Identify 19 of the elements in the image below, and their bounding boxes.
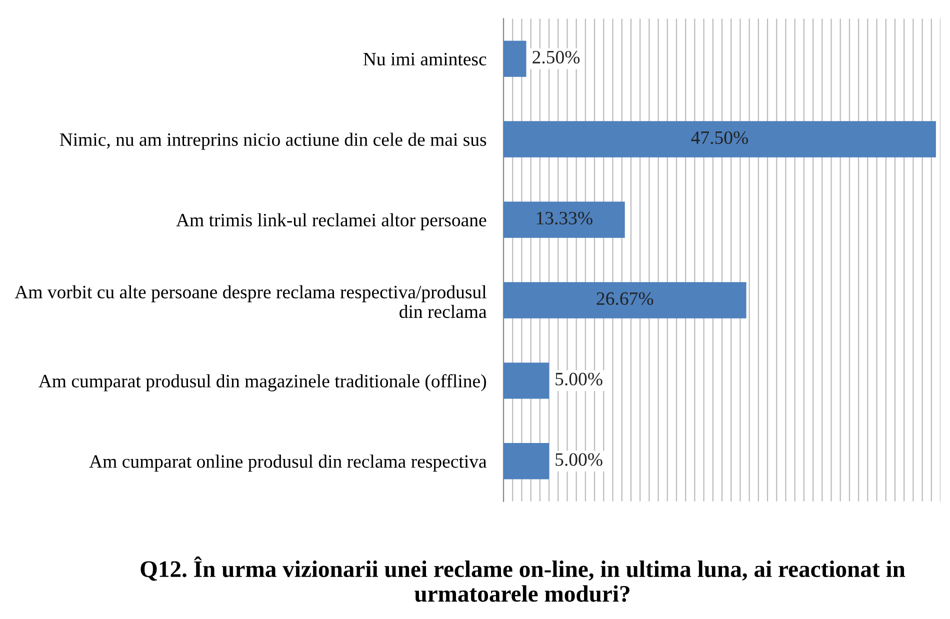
- data-label: 2.50%: [532, 50, 580, 64]
- bar: [504, 40, 526, 77]
- y-tick-label: Am vorbit cu alte persoane despre reclama respectiva/produsul din reclama: [14, 285, 487, 318]
- data-label: 5.00%: [556, 372, 602, 386]
- y-tick-label: Nu imi amintesc: [363, 52, 486, 66]
- bar: [504, 202, 625, 238]
- bar: [504, 443, 550, 480]
- y-tick-label: Am cumparat produsul din magazinele traditionale (offline): [38, 374, 486, 392]
- data-label: 26.67%: [596, 292, 654, 305]
- y-tick-label: Am cumparat online produsul din reclama respectiva: [89, 454, 487, 472]
- bar: [504, 362, 550, 399]
- y-tick-label: Am trimis link-ul reclamei altor persoane: [176, 213, 486, 230]
- data-label: 5.00%: [556, 453, 602, 466]
- data-label: 13.33%: [536, 212, 592, 225]
- bar: [504, 121, 936, 158]
- y-tick-label: Nimic, nu am intreprins nicio actiune din cele de mai sus: [60, 132, 486, 150]
- data-label: 47.50%: [691, 131, 748, 144]
- bar: [504, 282, 746, 318]
- text: Q12. În urma vizionarii unei reclame on-line, in ultima luna, ai reactionat in urmatoarele moduri?: [140, 556, 906, 602]
